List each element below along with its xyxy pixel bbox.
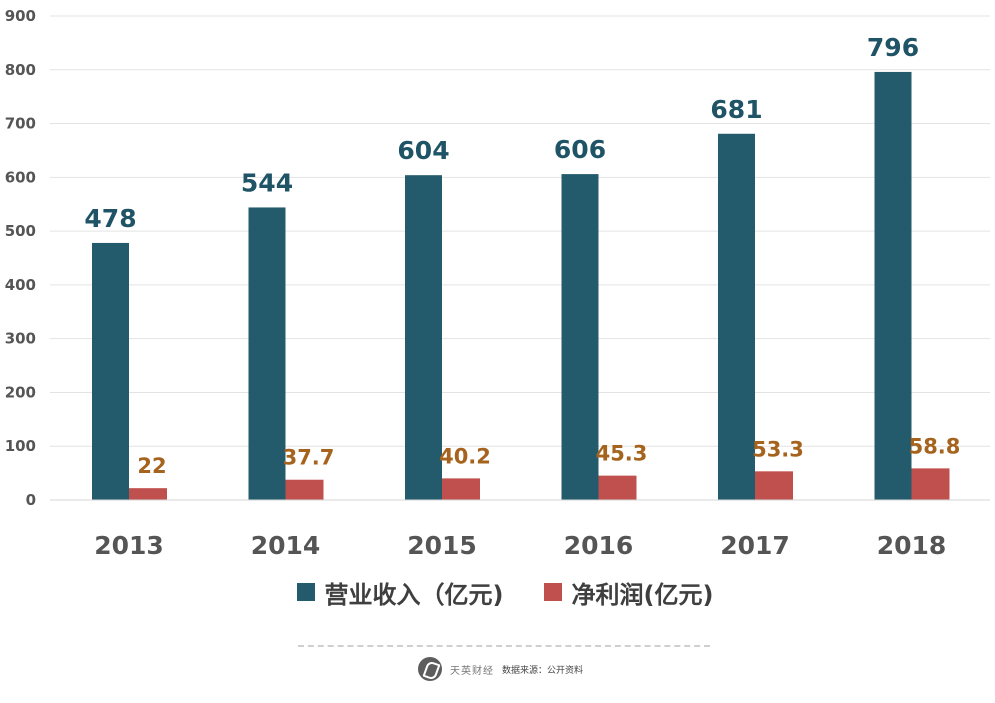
bar-revenue-2016 [561,174,599,500]
legend-label-revenue: 营业收入（亿元) [324,580,504,609]
data-label-revenue-2015: 604 [397,136,449,165]
bar-revenue-2017 [718,133,755,501]
x-tick-label-2015: 2015 [407,531,477,560]
brand-logo-icon [418,657,442,681]
data-label-revenue-2013: 478 [84,204,136,233]
y-tick-label-0: 0 [26,491,36,509]
bar-profit-2014 [285,479,324,500]
bar-profit-2017 [755,471,793,500]
legend-item-profit: 净利润(亿元) [543,575,714,610]
footer: 天英财经 数据来源：公开资料 [418,655,583,683]
y-tick-label-900: 900 [5,7,36,25]
data-label-profit-2016: 45.3 [596,442,648,466]
x-tick-label-2017: 2017 [720,531,790,560]
legend-item-revenue: 营业收入（亿元) [296,575,504,610]
bar-profit-2013 [129,488,167,500]
y-tick-label-500: 500 [5,222,36,240]
data-label-revenue-2018: 796 [867,33,919,62]
y-tick-label-700: 700 [5,115,36,133]
y-tick-label-800: 800 [5,61,36,79]
bar-revenue-2013 [92,242,129,501]
bar-revenue-2015 [405,175,442,500]
y-tick-label-300: 300 [5,330,36,348]
y-tick-label-600: 600 [5,168,36,186]
bar-revenue-2014 [248,207,286,500]
y-tick-label-400: 400 [5,276,36,294]
data-label-profit-2017: 53.3 [752,437,804,461]
bar-revenue-2018 [874,71,912,500]
legend-swatch-revenue [296,583,315,601]
legend-label-profit: 净利润(亿元) [571,580,714,609]
bar-profit-2016 [598,475,637,500]
legend-swatch-profit [543,583,562,601]
bar-chart: 0 100 200 300 400 500 600 700 800 900 478 22 2013 544… [5,7,990,560]
data-source: 数据来源：公开资料 [502,665,584,676]
data-label-revenue-2014: 544 [241,168,293,197]
footer-divider [298,645,710,647]
data-label-profit-2015: 40.2 [439,444,491,468]
brand-name: 天英财经 [450,665,494,677]
y-tick-label-100: 100 [5,437,36,455]
x-tick-label-2016: 2016 [564,531,634,560]
data-label-profit-2013: 22 [137,454,166,478]
data-label-revenue-2016: 606 [554,135,606,164]
x-tick-label-2018: 2018 [877,531,947,560]
bar-profit-2015 [442,478,480,500]
data-label-revenue-2017: 681 [710,95,762,124]
y-tick-label-200: 200 [5,383,36,401]
data-label-profit-2014: 37.7 [283,446,335,470]
bar-profit-2018 [911,468,950,500]
x-tick-label-2014: 2014 [251,531,321,560]
data-label-profit-2018: 58.8 [909,434,961,458]
x-tick-label-2013: 2013 [94,531,164,560]
legend: 营业收入（亿元) 净利润(亿元) [270,574,740,610]
